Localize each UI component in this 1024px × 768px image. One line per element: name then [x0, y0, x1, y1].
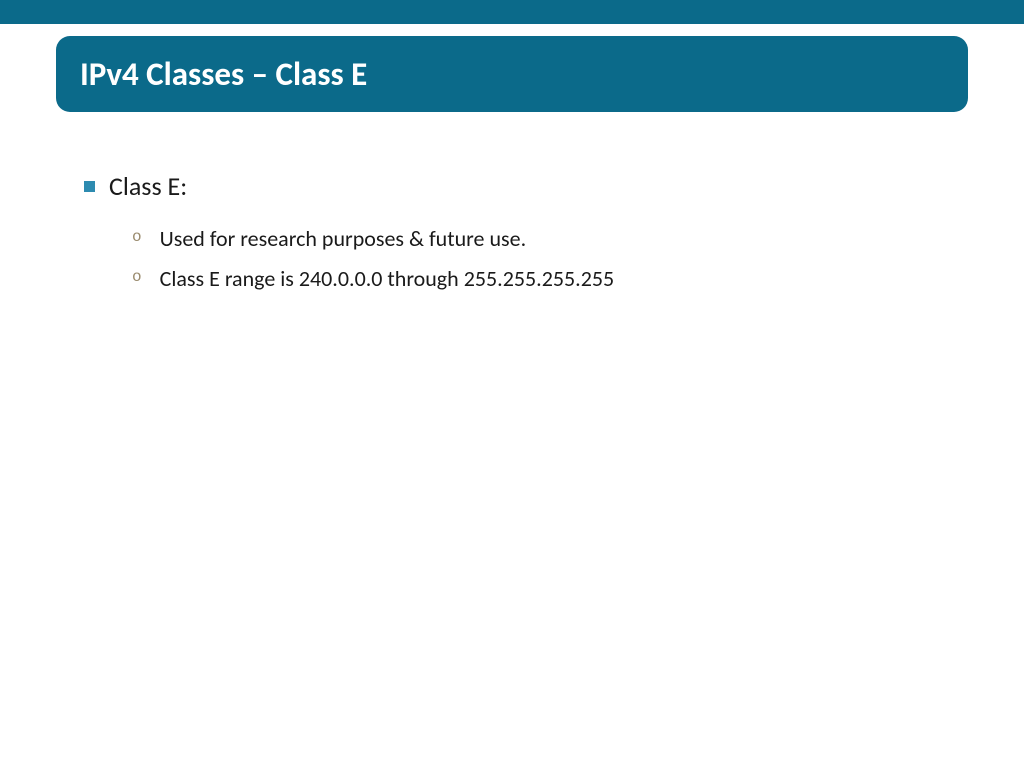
slide-title: IPv4 Classes – Class E: [80, 54, 944, 94]
circle-bullet-icon: o: [132, 268, 142, 286]
circle-bullet-icon: o: [132, 228, 142, 246]
content-area: Class E: o Used for research purposes & …: [56, 112, 968, 293]
sub-item-text: Used for research purposes & future use.: [160, 224, 527, 254]
slide-container: IPv4 Classes – Class E Class E: o Used f…: [0, 24, 1024, 293]
bullet-label: Class E:: [109, 170, 187, 202]
top-accent-bar: [0, 0, 1024, 24]
sub-item: o Class E range is 240.0.0.0 through 255…: [132, 264, 968, 294]
square-bullet-icon: [84, 181, 95, 192]
sub-item-text: Class E range is 240.0.0.0 through 255.2…: [160, 264, 615, 294]
sub-item: o Used for research purposes & future us…: [132, 224, 968, 254]
title-banner: IPv4 Classes – Class E: [56, 36, 968, 112]
sub-list: o Used for research purposes & future us…: [84, 218, 968, 293]
bullet-item: Class E:: [84, 170, 968, 202]
